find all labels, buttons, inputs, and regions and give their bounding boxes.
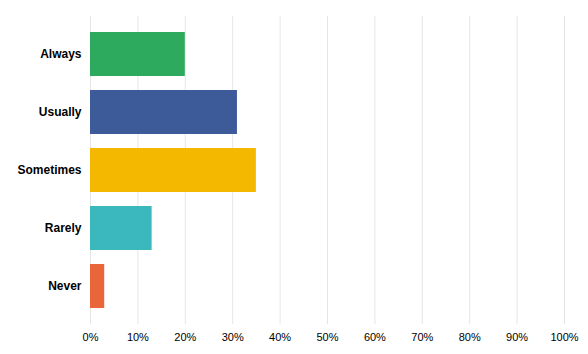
svg-text:60%: 60%: [364, 331, 386, 343]
svg-text:0%: 0%: [83, 331, 99, 343]
svg-text:80%: 80%: [459, 331, 481, 343]
svg-text:Sometimes: Sometimes: [17, 163, 81, 177]
svg-text:30%: 30%: [222, 331, 244, 343]
svg-text:20%: 20%: [174, 331, 196, 343]
svg-text:Rarely: Rarely: [45, 221, 82, 235]
svg-text:40%: 40%: [269, 331, 291, 343]
svg-text:Always: Always: [40, 47, 82, 61]
svg-text:Usually: Usually: [39, 105, 82, 119]
svg-text:10%: 10%: [127, 331, 149, 343]
svg-text:90%: 90%: [506, 331, 528, 343]
svg-text:100%: 100%: [550, 331, 578, 343]
svg-text:50%: 50%: [316, 331, 338, 343]
svg-text:70%: 70%: [411, 331, 433, 343]
svg-text:Never: Never: [48, 279, 82, 293]
